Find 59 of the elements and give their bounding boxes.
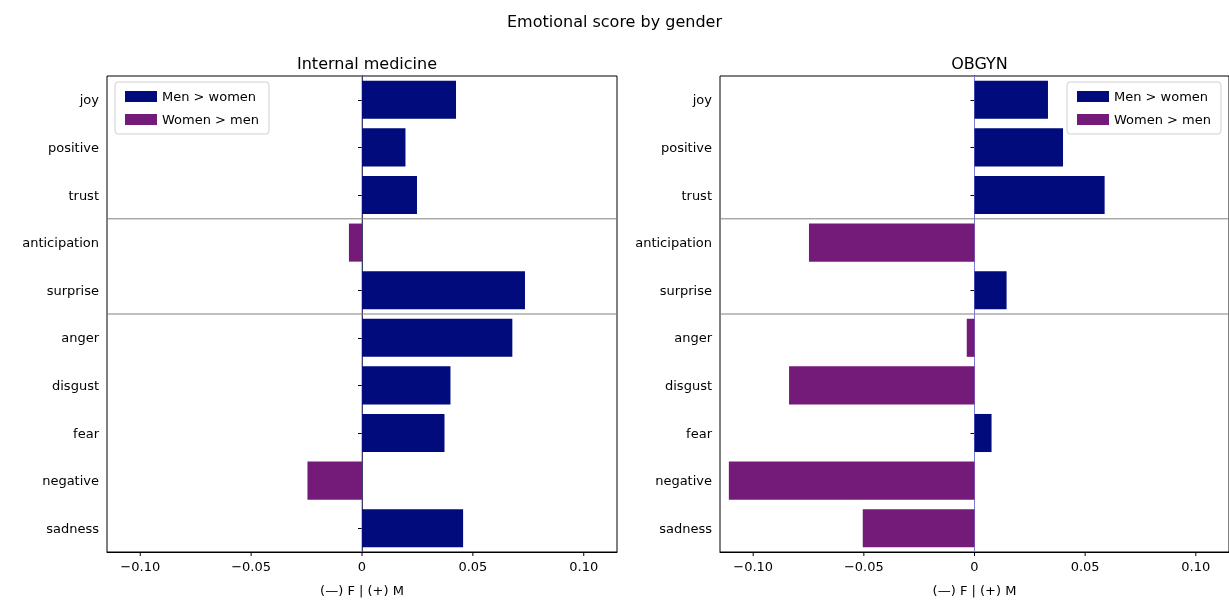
y-tick-label: positive (661, 139, 712, 155)
y-tick-label: anger (61, 330, 100, 346)
y-tick-label: sadness (659, 520, 713, 536)
bar (362, 271, 525, 310)
bar (362, 366, 451, 405)
bar (728, 461, 975, 500)
y-tick-label: fear (73, 425, 100, 441)
y-tick-label: surprise (46, 282, 99, 298)
y-tick-label: anticipation (635, 235, 712, 251)
legend-label: Women > men (1114, 112, 1212, 127)
y-tick-label: trust (68, 187, 99, 203)
bar (966, 318, 975, 357)
bar (789, 366, 975, 405)
y-tick-label: joy (78, 92, 100, 108)
x-tick-label: −0.05 (843, 559, 884, 574)
y-tick-label: anticipation (22, 235, 99, 251)
y-tick-label: surprise (659, 282, 712, 298)
y-tick-label: negative (42, 473, 99, 489)
y-tick-label: disgust (665, 377, 712, 393)
bar (362, 509, 464, 548)
bar (974, 175, 1105, 215)
bar (362, 128, 406, 167)
x-tick-label: −0.05 (231, 559, 272, 574)
y-tick-label: positive (48, 139, 99, 155)
chart-title: OBGYN (951, 53, 1008, 73)
bar (307, 461, 362, 500)
y-tick-label: negative (655, 473, 712, 489)
x-tick-label: 0 (970, 559, 979, 574)
y-tick-label: sadness (46, 520, 100, 536)
bar (974, 271, 1007, 310)
bar (362, 413, 445, 453)
legend-label: Women > men (162, 112, 260, 127)
y-tick-label: disgust (52, 377, 99, 393)
y-tick-label: joy (691, 92, 713, 108)
x-tick-label: 0.10 (1181, 559, 1211, 574)
text: Emotional score by gender (506, 12, 723, 31)
x-tick-label: −0.10 (733, 559, 774, 574)
y-tick-label: fear (686, 425, 713, 441)
legend-label: Men > women (1114, 89, 1209, 104)
bar (974, 413, 992, 453)
bar (974, 80, 1048, 119)
y-tick-label: anger (674, 330, 713, 346)
bar (362, 318, 513, 357)
y-tick-label: trust (681, 187, 712, 203)
bar (974, 128, 1064, 167)
bar (862, 509, 975, 548)
bar (362, 175, 417, 215)
x-axis-title: (—) F | (+) M (932, 583, 1017, 598)
legend-label: Men > women (162, 89, 257, 104)
x-tick-label: 0.05 (1070, 559, 1100, 574)
bar (808, 223, 975, 262)
bar (348, 223, 362, 262)
bar (362, 80, 457, 119)
x-tick-label: −0.10 (120, 559, 161, 574)
chart-title: Internal medicine (296, 53, 438, 73)
x-tick-label: 0 (357, 559, 367, 574)
x-axis-title: (—) F | (+) M (320, 583, 404, 598)
x-tick-label: 0.05 (458, 559, 488, 574)
x-tick-label: 0.10 (569, 559, 599, 574)
